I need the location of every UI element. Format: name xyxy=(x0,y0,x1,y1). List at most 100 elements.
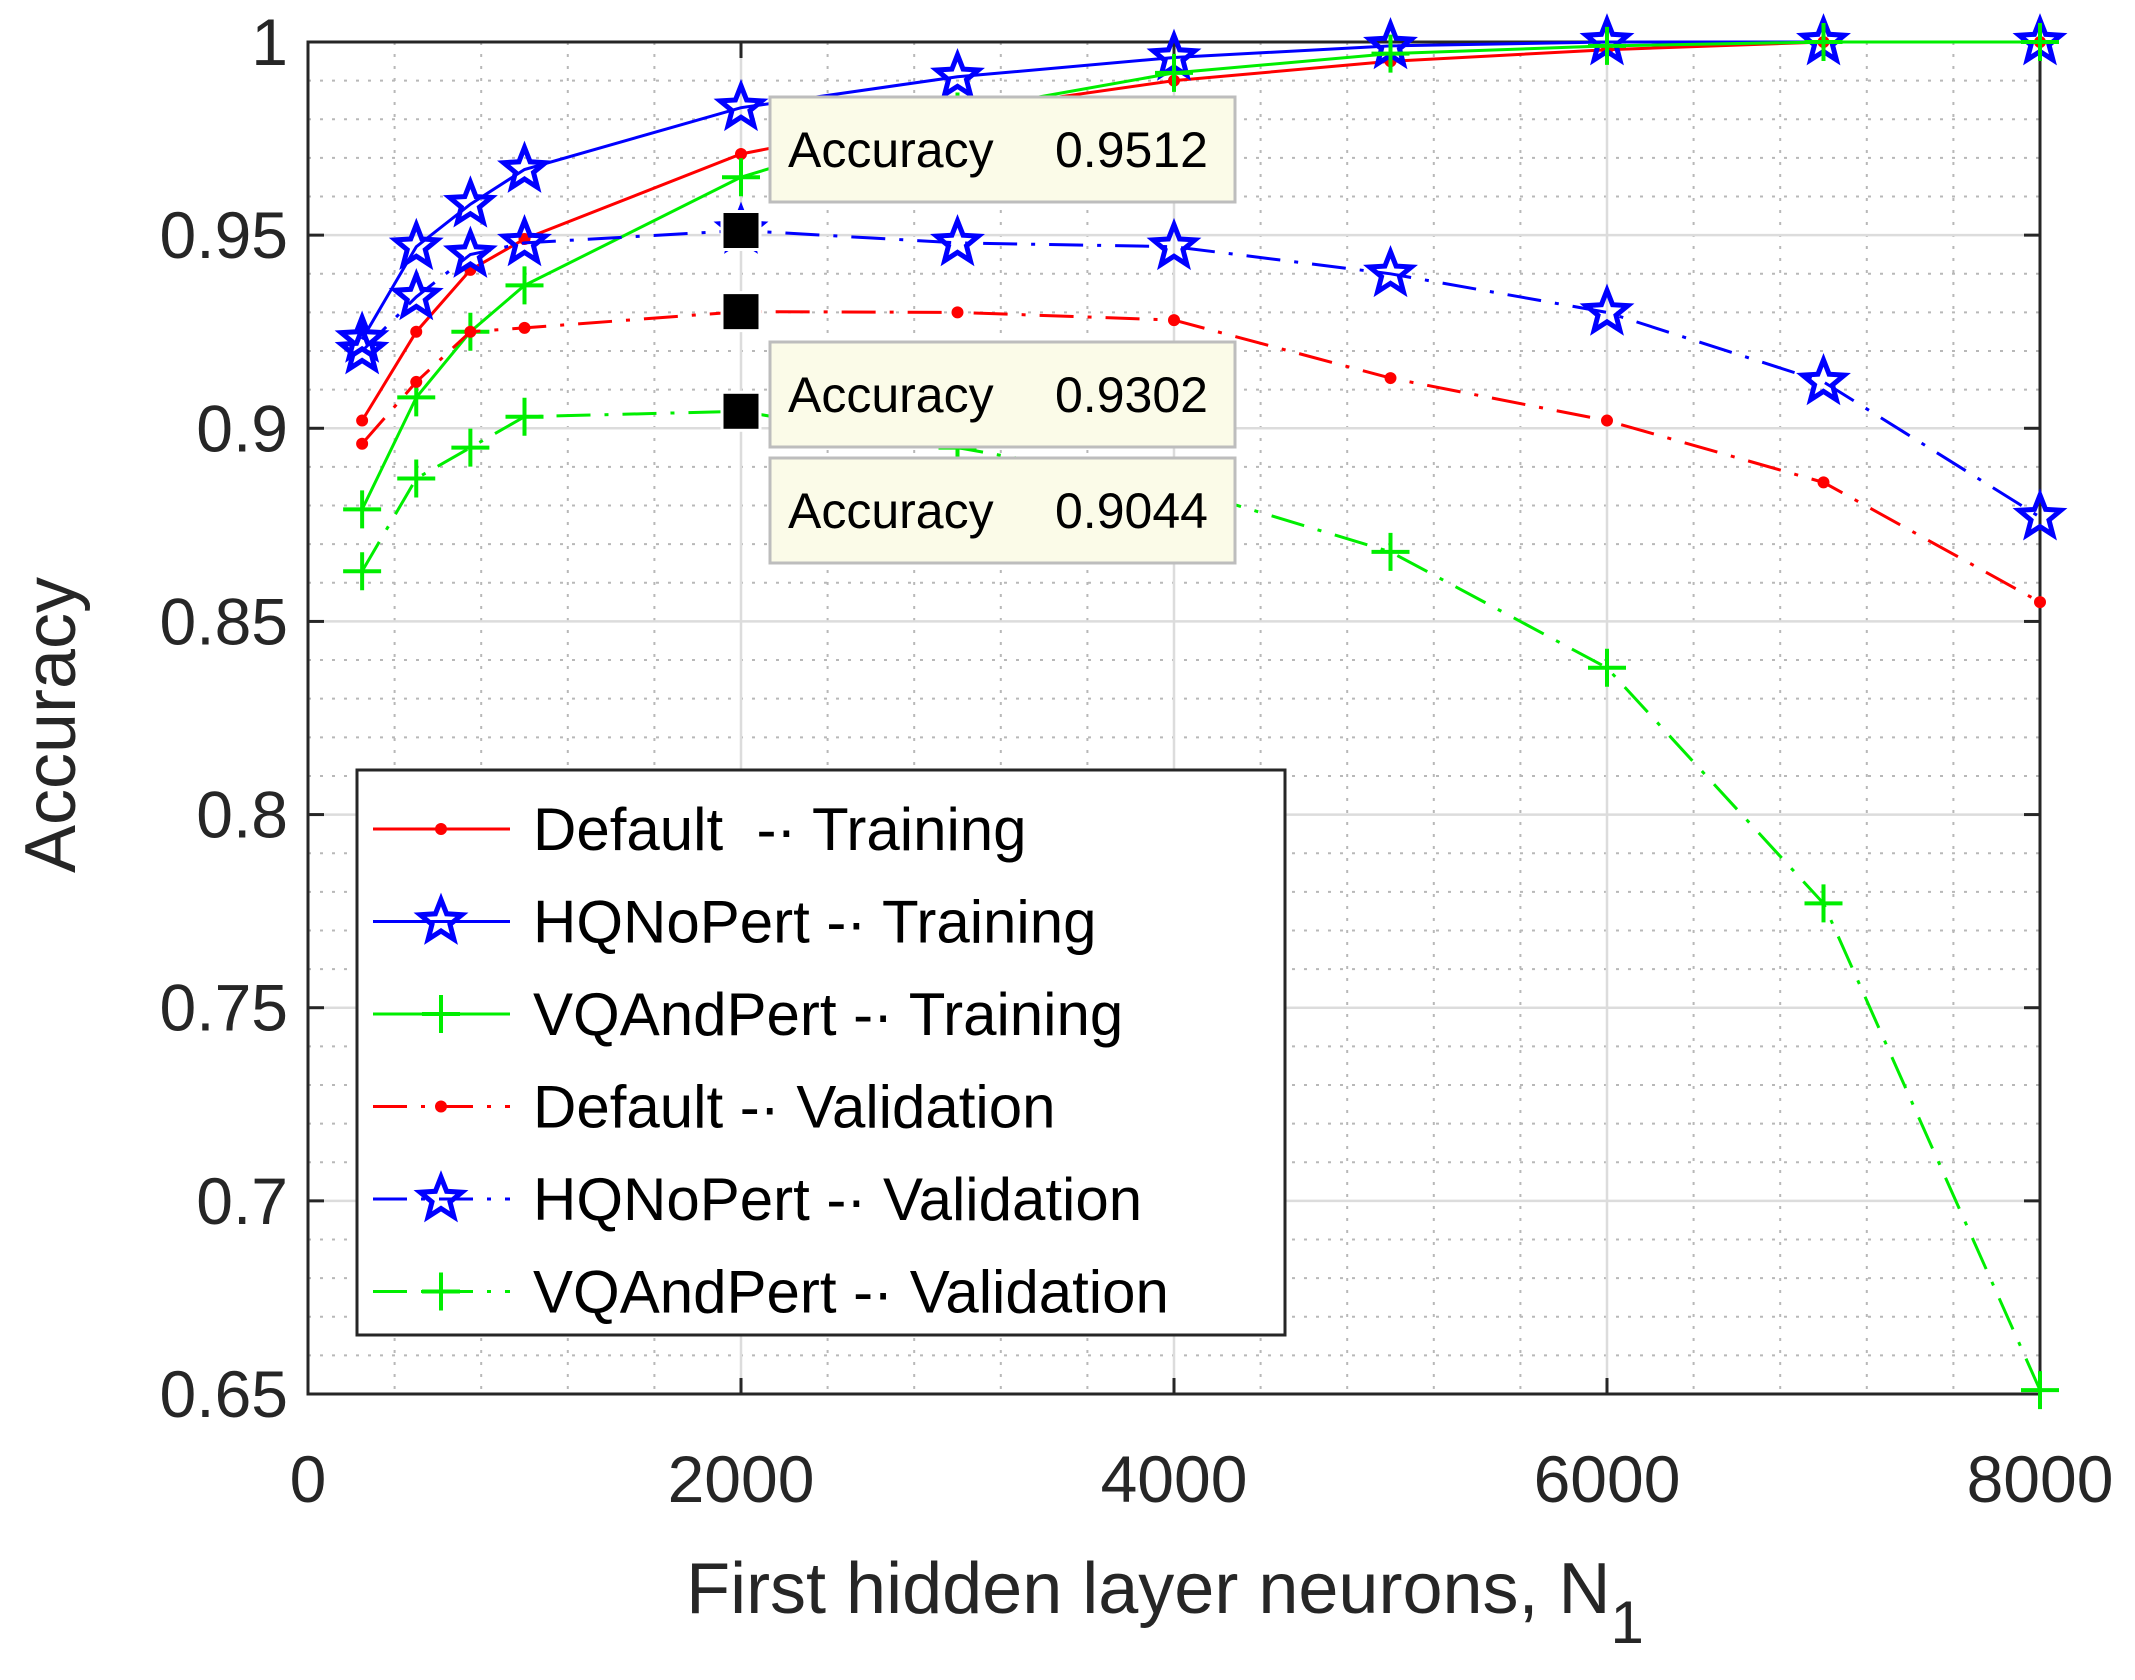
legend-entry-2: VQAndPert -· Training xyxy=(373,981,1123,1048)
data-point-marker xyxy=(343,552,382,591)
datatips: Accuracy 0.9512 Accuracy 0.9302 Accuracy 0.90… xyxy=(720,95,1237,565)
datatip-label: Accuracy xyxy=(788,122,994,178)
y-tick-label: 0.85 xyxy=(160,584,288,658)
legend-marker xyxy=(435,1100,447,1113)
y-tick-label: 0.65 xyxy=(160,1357,288,1431)
data-point-marker xyxy=(1155,53,1193,92)
axes: 0 2000 4000 6000 8000 0.65 0.7 0.75 0.8 0.85 0.9 0.… xyxy=(160,5,2114,1516)
x-axis-title: First hidden layer neurons, N1 xyxy=(686,1549,1644,1656)
data-point-marker xyxy=(410,375,423,388)
data-point-marker xyxy=(410,325,423,338)
legend-label: HQNoPert -· Validation xyxy=(533,1166,1142,1233)
y-tick-label: 0.9 xyxy=(196,391,288,465)
legend-entry-0: Default -· Training xyxy=(373,796,1027,863)
datatip-value: 0.9512 xyxy=(1055,122,1208,178)
legend: Default -· Training HQNoPert -· Training V… xyxy=(355,768,1287,1337)
series-3 xyxy=(356,305,2046,609)
data-point-marker xyxy=(442,225,498,278)
data-point-marker xyxy=(2021,23,2059,61)
legend-entry-5: VQAndPert -· Validation xyxy=(373,1259,1169,1326)
legend-box xyxy=(355,768,1287,1337)
x-tick-label: 0 xyxy=(290,1442,327,1516)
datatip-box xyxy=(768,456,1237,565)
data-point-marker xyxy=(505,266,544,305)
data-point-marker xyxy=(356,414,369,427)
data-point-marker xyxy=(334,322,390,375)
datatip-value: 0.9044 xyxy=(1055,483,1208,539)
data-point-marker xyxy=(930,214,985,267)
datatip-value: 0.9302 xyxy=(1055,367,1208,423)
legend-label: Default -· Training xyxy=(533,796,1027,863)
data-point-marker xyxy=(343,490,382,529)
data-point-marker xyxy=(505,397,544,436)
data-point-marker xyxy=(1371,532,1410,571)
data-point-marker xyxy=(2012,488,2068,541)
x-axis-title-subscript: 1 xyxy=(1611,1589,1644,1656)
x-tick-label: 4000 xyxy=(1101,1442,1248,1516)
data-point-marker xyxy=(388,267,444,321)
legend-entry-4: HQNoPert -· Validation xyxy=(373,1166,1142,1233)
data-point-marker xyxy=(1804,23,1843,61)
y-tick-label: 0.7 xyxy=(196,1164,288,1238)
datatip-0: Accuracy 0.9512 xyxy=(720,95,1237,252)
data-point-marker xyxy=(1796,353,1851,406)
y-tick-label: 0.8 xyxy=(196,778,288,852)
data-point-marker xyxy=(1817,476,1830,489)
data-point-marker xyxy=(1579,283,1635,336)
legend-marker xyxy=(413,892,469,945)
datatip-box xyxy=(768,340,1237,449)
datatip-anchor-marker xyxy=(720,291,762,333)
data-point-marker xyxy=(713,78,769,132)
series-line xyxy=(360,40,2040,341)
datatip-anchor-marker xyxy=(720,390,762,432)
datatip-1: Accuracy 0.9302 xyxy=(720,291,1237,449)
legend-marker xyxy=(435,823,447,835)
x-axis-title-text: First hidden layer neurons, N xyxy=(686,1549,1610,1629)
data-point-marker xyxy=(1804,884,1843,923)
data-point-marker xyxy=(951,306,964,319)
x-tick-label: 2000 xyxy=(668,1442,815,1516)
data-point-marker xyxy=(930,47,985,101)
y-tick-label: 1 xyxy=(251,5,288,79)
legend-entry-1: HQNoPert -· Training xyxy=(373,889,1097,956)
data-point-marker xyxy=(735,148,747,161)
data-point-marker xyxy=(464,325,477,338)
data-point-marker xyxy=(497,140,552,193)
data-point-marker xyxy=(442,175,498,228)
y-tick-label: 0.75 xyxy=(160,971,288,1045)
datatip-anchor-marker xyxy=(720,210,762,252)
legend-marker xyxy=(422,1272,460,1311)
x-tick-label: 8000 xyxy=(1967,1442,2114,1516)
data-point-marker xyxy=(1601,414,1613,427)
series-4 xyxy=(334,201,2068,541)
data-point-marker xyxy=(1588,648,1626,687)
data-point-marker xyxy=(722,158,760,197)
data-point-marker xyxy=(1168,314,1180,327)
datatip-label: Accuracy xyxy=(788,483,994,539)
data-point-marker xyxy=(1371,34,1410,73)
data-point-marker xyxy=(518,321,531,334)
data-point-marker xyxy=(451,428,490,467)
datatip-label: Accuracy xyxy=(788,367,994,423)
data-point-marker xyxy=(388,217,444,271)
legend-label: Default -· Validation xyxy=(533,1074,1055,1141)
data-point-marker xyxy=(1363,244,1418,298)
legend-entry-3: Default -· Validation xyxy=(373,1074,1055,1141)
data-point-marker xyxy=(497,214,552,267)
data-point-marker xyxy=(356,437,369,450)
data-point-marker xyxy=(1588,26,1626,65)
data-point-marker xyxy=(1146,217,1202,271)
legend-label: HQNoPert -· Training xyxy=(533,889,1097,956)
y-tick-label: 0.95 xyxy=(160,198,288,272)
data-point-marker xyxy=(397,459,436,498)
legend-marker xyxy=(413,1170,469,1223)
data-point-marker xyxy=(2034,596,2046,609)
data-point-marker xyxy=(1384,372,1397,385)
legend-label: VQAndPert -· Validation xyxy=(533,1259,1169,1326)
datatip-box xyxy=(768,95,1237,204)
legend-label: VQAndPert -· Training xyxy=(533,981,1123,1048)
legend-marker xyxy=(422,995,460,1033)
data-point-marker xyxy=(2021,1371,2059,1410)
datatip-2: Accuracy 0.9044 xyxy=(720,390,1237,565)
